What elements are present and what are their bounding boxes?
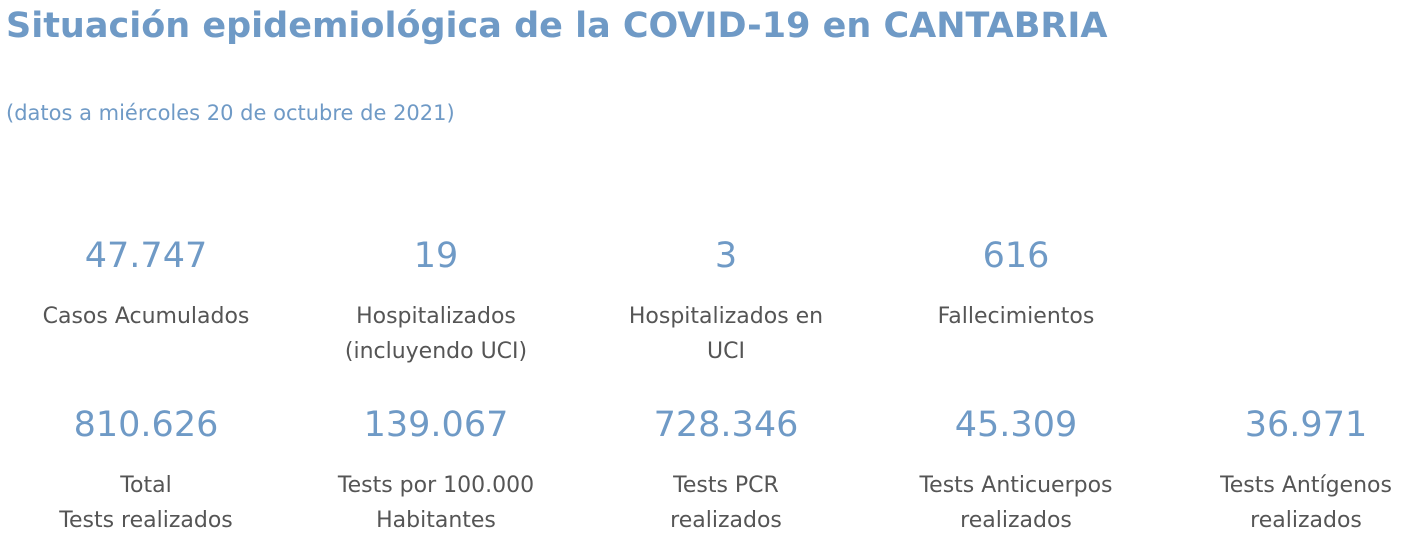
- stat-tests-antigenos: 36.971 Tests Antígenos realizados: [1161, 401, 1426, 538]
- data-date-subtitle: (datos a miércoles 20 de octubre de 2021…: [6, 101, 455, 125]
- stat-label: Tests por 100.000 Habitantes: [337, 473, 535, 533]
- stat-label: Casos Acumulados: [42, 304, 250, 329]
- stat-fallecimientos: 616 Fallecimientos: [871, 232, 1161, 334]
- stat-value: 810.626: [73, 405, 219, 445]
- stat-value: 616: [982, 236, 1050, 276]
- stat-value: 47.747: [84, 236, 208, 276]
- stat-label: Tests Antígenos realizados: [1220, 473, 1392, 533]
- stats-row-cases: 47.747 Casos Acumulados 19 Hospitalizado…: [0, 232, 1426, 382]
- stat-tests-pcr: 728.346 Tests PCR realizados: [581, 401, 871, 538]
- stat-tests-per-100k: 139.067 Tests por 100.000 Habitantes: [291, 401, 581, 538]
- stat-value: 19: [413, 236, 459, 276]
- stat-hospitalizados: 19 Hospitalizados (incluyendo UCI): [291, 232, 581, 369]
- page-title: Situación epidemiológica de la COVID-19 …: [6, 6, 1108, 46]
- stat-label: Hospitalizados (incluyendo UCI): [344, 304, 528, 364]
- stat-total-tests: 810.626 Total Tests realizados: [1, 401, 291, 538]
- stat-label: Tests PCR realizados: [670, 473, 782, 533]
- stat-value: 728.346: [653, 405, 799, 445]
- stats-row-tests: 810.626 Total Tests realizados 139.067 T…: [0, 401, 1426, 551]
- stat-tests-anticuerpos: 45.309 Tests Anticuerpos realizados: [871, 401, 1161, 538]
- stat-value: 3: [714, 236, 738, 276]
- stat-label: Total Tests realizados: [59, 473, 233, 533]
- stat-value: 139.067: [363, 405, 509, 445]
- stat-casos-acumulados: 47.747 Casos Acumulados: [1, 232, 291, 334]
- stat-label: Tests Anticuerpos realizados: [919, 473, 1113, 533]
- stat-value: 45.309: [954, 405, 1078, 445]
- stat-hospitalizados-uci: 3 Hospitalizados en UCI: [581, 232, 871, 369]
- stat-label: Fallecimientos: [937, 304, 1095, 329]
- stat-value: 36.971: [1244, 405, 1368, 445]
- stat-label: Hospitalizados en UCI: [628, 304, 824, 364]
